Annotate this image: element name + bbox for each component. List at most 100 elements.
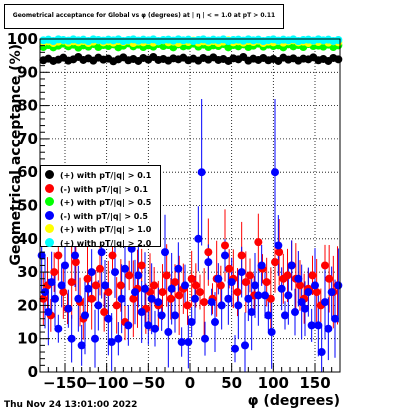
data-point [117, 294, 126, 303]
data-point [334, 55, 343, 64]
data-point [44, 308, 53, 317]
data-point [187, 274, 196, 283]
legend-entry: (-) with pT/|q| > 0.1 [45, 183, 148, 196]
data-point [271, 258, 279, 267]
data-point [104, 288, 113, 297]
data-point [231, 344, 239, 353]
data-point [171, 311, 179, 320]
data-point [334, 35, 343, 44]
data-point [296, 281, 304, 290]
y-tick-label: 80 [17, 97, 38, 115]
data-point [121, 264, 129, 273]
data-point [107, 338, 116, 347]
data-point [274, 241, 283, 250]
data-point [47, 278, 56, 287]
data-point [271, 168, 279, 177]
data-point [334, 281, 343, 290]
data-point [311, 281, 319, 290]
data-point [104, 314, 113, 323]
data-point [87, 294, 96, 303]
data-point [287, 261, 296, 270]
data-point [251, 281, 259, 290]
x-tick-label: −150 [43, 374, 87, 392]
data-point [267, 328, 276, 337]
axis-ticks [39, 38, 341, 373]
data-point [314, 321, 323, 330]
data-point [191, 281, 200, 290]
data-point [183, 301, 192, 310]
x-axis-label: φ (degrees) [248, 393, 340, 409]
y-tick-label: 90 [17, 63, 38, 81]
data-point [94, 301, 103, 310]
data-point [171, 278, 179, 287]
legend: (+) with pT/|q| > 0.1 (-) with pT/|q| > 0… [40, 165, 161, 248]
data-point [137, 261, 146, 270]
data-point [291, 308, 299, 317]
data-point [134, 271, 143, 280]
data-point [97, 248, 106, 257]
data-point [67, 334, 76, 343]
data-point [108, 251, 117, 260]
data-point [201, 334, 209, 343]
data-point [83, 274, 92, 283]
data-point [37, 251, 46, 260]
data-point [264, 311, 273, 320]
data-point [214, 274, 223, 283]
legend-label: (+) with pT/|q| > 0.5 [60, 198, 152, 207]
legend-label: (+) with pT/|q| > 2.0 [60, 238, 152, 248]
x-tick-label: 0 [185, 374, 195, 392]
data-point [125, 271, 134, 280]
data-point [283, 271, 292, 280]
data-point [194, 234, 203, 243]
data-point [158, 288, 167, 297]
legend-label: (+) with pT/|q| > 1.0 [60, 225, 152, 234]
data-point [61, 261, 69, 270]
data-point [100, 308, 109, 317]
data-point [175, 291, 184, 300]
y-tick-label: 100 [7, 30, 38, 48]
data-point [321, 261, 329, 270]
data-point [284, 291, 293, 300]
x-tick-label: 150 [299, 374, 330, 392]
data-point [234, 301, 243, 310]
data-point [91, 334, 99, 343]
data-point [167, 284, 176, 293]
legend-entry: (-) with pT/|q| > 0.5 [45, 210, 148, 223]
data-point [197, 168, 206, 177]
legend-entry: (+) with pT/|q| > 1.0 [45, 223, 151, 236]
timestamp: Thu Nov 24 13:01:00 2022 [4, 400, 138, 410]
x-tick-label: 50 [221, 374, 242, 392]
data-point [101, 281, 109, 290]
data-point [147, 294, 156, 303]
data-point [301, 304, 309, 313]
data-point [150, 281, 159, 290]
data-point [141, 284, 149, 293]
data-point [67, 278, 76, 287]
data-point [254, 238, 263, 247]
data-point [224, 294, 233, 303]
data-point [114, 334, 123, 343]
data-point [116, 281, 125, 290]
data-point [331, 314, 339, 323]
data-point [166, 294, 175, 303]
data-point [196, 288, 204, 297]
data-point [317, 348, 326, 357]
data-point [281, 311, 289, 320]
y-tick-label: 20 [17, 296, 38, 314]
data-point [275, 248, 284, 257]
data-point [225, 264, 234, 273]
data-point [96, 264, 104, 273]
data-point [294, 274, 303, 283]
legend-marker-icon [45, 224, 54, 233]
data-point [257, 261, 266, 270]
data-point [327, 288, 336, 297]
data-point [154, 298, 163, 307]
legend-label: (-) with pT/|q| > 0.5 [60, 211, 148, 221]
data-point [77, 341, 86, 350]
data-point [187, 318, 196, 327]
data-point [244, 294, 253, 303]
data-point [237, 251, 246, 260]
data-point [91, 281, 100, 290]
y-tick-label: 0 [28, 363, 38, 381]
